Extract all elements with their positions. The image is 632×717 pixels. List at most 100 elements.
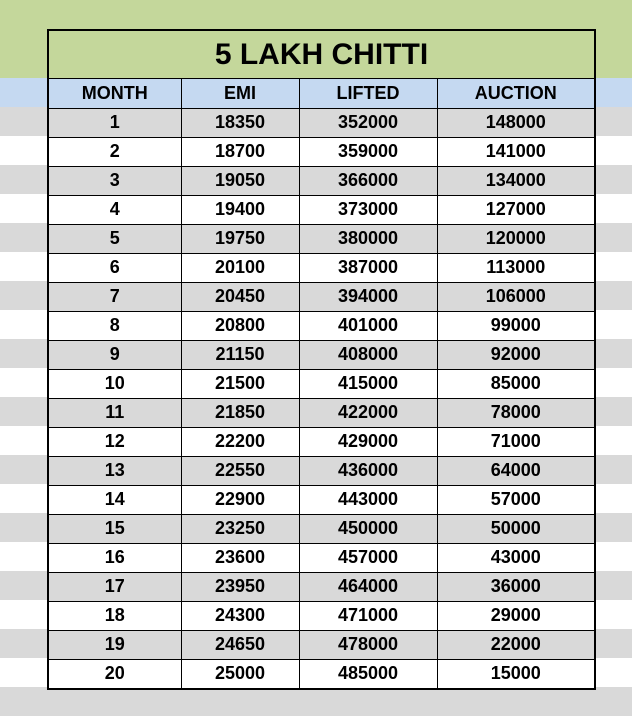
cell-auction: 15000 [436,658,594,688]
cell-emi: 21850 [180,397,299,427]
table-row: 3 19050 366000 134000 [49,165,594,195]
table-row: 15 23250 450000 50000 [49,513,594,543]
table-row: 18 24300 471000 29000 [49,600,594,630]
table-title: 5 LAKH CHITTI [49,31,594,79]
cell-lifted: 478000 [298,629,437,659]
cell-auction: 57000 [436,484,594,514]
table-row: 2 18700 359000 141000 [49,136,594,166]
cell-month: 10 [49,368,181,398]
cell-month: 7 [49,281,181,311]
cell-month: 3 [49,165,181,195]
cell-lifted: 366000 [298,165,437,195]
cell-month: 11 [49,397,181,427]
table-row: 4 19400 373000 127000 [49,194,594,224]
cell-emi: 23250 [180,513,299,543]
cell-lifted: 401000 [298,310,437,340]
cell-auction: 29000 [436,600,594,630]
cell-auction: 148000 [436,107,594,137]
cell-auction: 141000 [436,136,594,166]
table-row: 13 22550 436000 64000 [49,455,594,485]
cell-emi: 21150 [180,339,299,369]
table-row: 10 21500 415000 85000 [49,368,594,398]
cell-month: 4 [49,194,181,224]
cell-lifted: 415000 [298,368,437,398]
cell-auction: 85000 [436,368,594,398]
column-header-month: MONTH [49,79,181,108]
cell-lifted: 408000 [298,339,437,369]
cell-lifted: 450000 [298,513,437,543]
cell-auction: 36000 [436,571,594,601]
cell-emi: 24650 [180,629,299,659]
cell-auction: 43000 [436,542,594,572]
cell-emi: 19400 [180,194,299,224]
cell-emi: 20100 [180,252,299,282]
cell-month: 9 [49,339,181,369]
cell-emi: 24300 [180,600,299,630]
table-row: 6 20100 387000 113000 [49,252,594,282]
cell-month: 2 [49,136,181,166]
table-row: 14 22900 443000 57000 [49,484,594,514]
cell-lifted: 485000 [298,658,437,688]
column-header-auction: AUCTION [436,79,594,108]
cell-lifted: 443000 [298,484,437,514]
cell-emi: 23600 [180,542,299,572]
cell-month: 19 [49,629,181,659]
cell-emi: 22200 [180,426,299,456]
cell-lifted: 471000 [298,600,437,630]
cell-month: 13 [49,455,181,485]
cell-month: 14 [49,484,181,514]
cell-emi: 20800 [180,310,299,340]
table-row: 9 21150 408000 92000 [49,339,594,369]
cell-emi: 19750 [180,223,299,253]
cell-emi: 20450 [180,281,299,311]
chit-table-sheet: 5 LAKH CHITTI MONTH EMI LIFTED AUCTION 1… [47,29,596,690]
cell-auction: 134000 [436,165,594,195]
cell-month: 17 [49,571,181,601]
cell-auction: 127000 [436,194,594,224]
cell-auction: 71000 [436,426,594,456]
cell-lifted: 352000 [298,107,437,137]
cell-lifted: 380000 [298,223,437,253]
table-row: 7 20450 394000 106000 [49,281,594,311]
cell-emi: 18350 [180,107,299,137]
table-row: 8 20800 401000 99000 [49,310,594,340]
cell-lifted: 373000 [298,194,437,224]
table-row: 20 25000 485000 15000 [49,658,594,688]
cell-auction: 106000 [436,281,594,311]
header-row: MONTH EMI LIFTED AUCTION [49,79,594,108]
cell-month: 20 [49,658,181,688]
chit-table: MONTH EMI LIFTED AUCTION 1 18350 352000 148… [49,79,594,688]
cell-month: 8 [49,310,181,340]
cell-month: 15 [49,513,181,543]
cell-lifted: 457000 [298,542,437,572]
cell-auction: 22000 [436,629,594,659]
table-row: 11 21850 422000 78000 [49,397,594,427]
cell-month: 18 [49,600,181,630]
table-body: 1 18350 352000 148000 2 18700 359000 141000 3 190… [49,107,594,688]
cell-auction: 113000 [436,252,594,282]
background-stripe [0,687,632,716]
cell-month: 12 [49,426,181,456]
cell-auction: 64000 [436,455,594,485]
cell-emi: 19050 [180,165,299,195]
table-row: 17 23950 464000 36000 [49,571,594,601]
table-row: 19 24650 478000 22000 [49,629,594,659]
cell-month: 16 [49,542,181,572]
cell-lifted: 464000 [298,571,437,601]
table-row: 5 19750 380000 120000 [49,223,594,253]
cell-lifted: 394000 [298,281,437,311]
cell-lifted: 387000 [298,252,437,282]
cell-auction: 92000 [436,339,594,369]
cell-emi: 22900 [180,484,299,514]
table-row: 16 23600 457000 43000 [49,542,594,572]
cell-emi: 22550 [180,455,299,485]
cell-auction: 99000 [436,310,594,340]
cell-month: 6 [49,252,181,282]
column-header-lifted: LIFTED [298,79,437,108]
table-row: 1 18350 352000 148000 [49,107,594,137]
cell-month: 1 [49,107,181,137]
cell-month: 5 [49,223,181,253]
column-header-emi: EMI [180,79,299,108]
cell-lifted: 422000 [298,397,437,427]
cell-emi: 21500 [180,368,299,398]
